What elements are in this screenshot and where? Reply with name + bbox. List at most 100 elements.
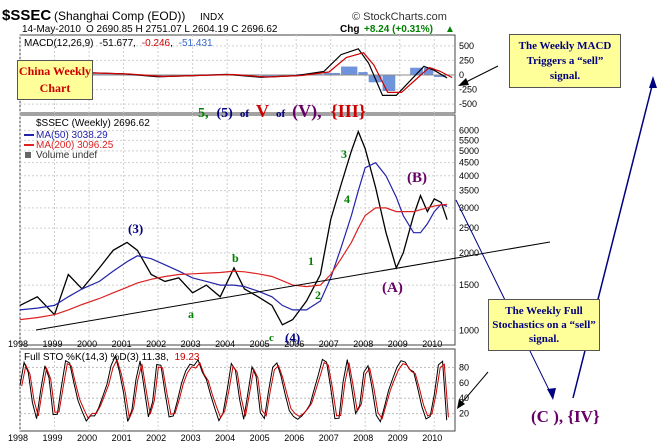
sto-d-line	[21, 358, 449, 421]
wave-label-B: (B)	[407, 170, 427, 186]
macd-histogram-bar	[434, 75, 447, 78]
wave-label-c: c	[269, 332, 274, 344]
wave-label-3: (3)	[128, 221, 143, 236]
macd-tick-label: 500	[459, 41, 474, 51]
price-tick-label: 5000	[459, 146, 479, 156]
china-weekly-chart-box: China Weekly Chart	[17, 60, 93, 100]
x-tick-label: 2005	[250, 433, 270, 443]
price-tick-label: 4000	[459, 171, 479, 181]
price-series-line	[19, 129, 448, 326]
macd-histogram-bar	[423, 67, 434, 75]
macd-pointer	[461, 65, 499, 85]
wave-label-1: 1	[308, 254, 314, 268]
macd-v1: -51.677	[99, 38, 133, 49]
sto-label: Full STO %K(14,3) %D(3) 11.38,	[24, 352, 169, 363]
macd-histogram-bar	[358, 72, 368, 75]
macd-tick-label: -500	[459, 99, 477, 109]
change-label: Chg	[340, 24, 359, 35]
up-arrow-icon: ▲	[445, 24, 455, 35]
exchange: INDX	[200, 12, 224, 23]
x-tick-label: 1998	[8, 339, 28, 349]
price-tick-label: 2000	[459, 248, 479, 258]
x-tick-label: 2010	[422, 433, 442, 443]
wave-label-a: a	[188, 307, 194, 321]
sto-tick-label: 40	[459, 393, 469, 403]
svg-text:Full STO %K(14,3) %D(3) 11.38,: Full STO %K(14,3) %D(3) 11.38, 19.23	[24, 352, 200, 363]
macd-histogram-bar	[261, 75, 296, 77]
ma50-label: MA(50) 3038.29	[36, 130, 108, 141]
macd-tick-label: -250	[459, 85, 477, 95]
x-tick-label: 2002	[146, 339, 166, 349]
x-tick-label: 2009	[388, 433, 408, 443]
macd-v3: -51.431	[179, 38, 213, 49]
x-tick-label: 2000	[77, 433, 97, 443]
brand: © StockCharts.com	[352, 11, 447, 23]
x-tick-label: 2010	[422, 339, 442, 349]
volume-label: Volume undef	[36, 150, 97, 161]
x-tick-label: 2002	[146, 433, 166, 443]
macd-histogram-bar	[382, 75, 396, 92]
sto-tick-label: 60	[459, 378, 469, 388]
ma50-series-line	[19, 161, 448, 311]
wave-label-4-small: 4	[344, 192, 350, 206]
macd-tick-label: 0	[459, 70, 464, 80]
x-tick-label: 2006	[284, 433, 304, 443]
count-of-1: of	[240, 108, 250, 120]
svg-text:5, (5) of V of: 5, (5) of V of (V), {III}	[198, 101, 366, 122]
svg-text:(C ), {IV}: (C ), {IV}	[531, 407, 600, 426]
svg-text:MACD(12,26,9) -51.677,: MACD(12,26,9) -51.677, -0.246, -51.431	[24, 38, 213, 49]
ma200-label: MA(200) 3096.25	[36, 140, 114, 151]
x-tick-label: 2000	[77, 339, 97, 349]
price-panel	[19, 114, 456, 346]
ohlc: O 2690.85 H 2751.07 L 2604.19 C 2696.62	[86, 24, 278, 35]
wave-label-A: (A)	[382, 280, 403, 296]
count-paren-V: (V),	[292, 101, 322, 122]
x-tick-label: 1998	[8, 433, 28, 443]
sto-tick-label: 80	[459, 362, 469, 372]
macd-note-box: The Weekly MACD Triggers a “sell” signal…	[509, 34, 621, 88]
macd-label: MACD(12,26,9)	[24, 38, 93, 49]
target-wave-C: (C ), {IV}	[531, 407, 600, 426]
count-III: {III}	[331, 101, 366, 121]
x-tick-label: 2007	[319, 433, 339, 443]
x-tick-label: 2008	[353, 339, 373, 349]
price-tick-label: 1500	[459, 280, 479, 290]
price-tick-label: 5500	[459, 135, 479, 145]
ma200-series-line	[19, 203, 448, 321]
price-tick-label: 3500	[459, 186, 479, 196]
x-tick-label: 2009	[388, 339, 408, 349]
x-tick-label: 2001	[112, 339, 132, 349]
arrow-up-icon	[649, 76, 657, 88]
x-tick-label: 2004	[215, 339, 235, 349]
arrow-down-icon	[547, 388, 556, 400]
macd-tick-label: 250	[459, 55, 474, 65]
count-5: 5,	[198, 106, 209, 121]
sto-pointer	[459, 371, 489, 406]
wave-label-paren4: (4)	[285, 330, 300, 345]
macd-v2: -0.246	[142, 38, 171, 49]
sto-v2: 19.23	[174, 352, 199, 363]
price-tick-label: 1000	[459, 325, 479, 335]
date: 14-May-2010	[22, 24, 81, 35]
x-tick-label: 2007	[319, 339, 339, 349]
x-tick-label: 1999	[43, 433, 63, 443]
macd-pointer-arrow-icon	[458, 78, 469, 86]
x-tick-label: 2003	[181, 339, 201, 349]
price-tick-label: 3000	[459, 203, 479, 213]
sto-note-box: The Weekly Full Stochastics on a “sell” …	[488, 299, 600, 351]
x-tick-label: 2003	[181, 433, 201, 443]
count-V: V	[256, 101, 269, 121]
macd-histogram-bar	[410, 67, 423, 75]
macd-signal-line	[25, 52, 453, 94]
x-tick-label: 2008	[353, 433, 373, 443]
wave-label-b: b	[232, 251, 239, 265]
price-label: $SSEC (Weekly) 2696.62	[36, 118, 150, 129]
count-of-2: of	[276, 108, 286, 120]
x-tick-label: 2005	[250, 339, 270, 349]
macd-histogram-bar	[323, 72, 341, 75]
wave-label-2: 2	[315, 288, 321, 302]
trendline	[35, 241, 551, 331]
x-tick-label: 2004	[215, 433, 235, 443]
symbol: $SSEC	[2, 7, 51, 24]
